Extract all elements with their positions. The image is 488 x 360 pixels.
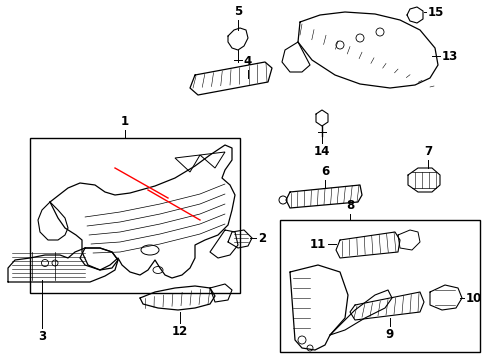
Text: 10: 10 — [465, 292, 481, 305]
Text: 2: 2 — [258, 231, 265, 244]
Bar — [280, 220, 479, 352]
Text: 1: 1 — [121, 115, 129, 128]
Text: 3: 3 — [38, 330, 46, 343]
Text: 8: 8 — [345, 199, 353, 212]
Text: 9: 9 — [385, 328, 393, 341]
Text: 13: 13 — [441, 49, 457, 63]
Bar — [30, 138, 240, 293]
Text: 14: 14 — [313, 145, 329, 158]
Text: 6: 6 — [320, 165, 328, 178]
Text: 11: 11 — [309, 238, 325, 251]
Text: 5: 5 — [233, 5, 242, 18]
Text: 12: 12 — [171, 325, 188, 338]
Text: 4: 4 — [244, 55, 252, 68]
Text: 7: 7 — [423, 145, 431, 158]
Text: 15: 15 — [427, 5, 444, 18]
